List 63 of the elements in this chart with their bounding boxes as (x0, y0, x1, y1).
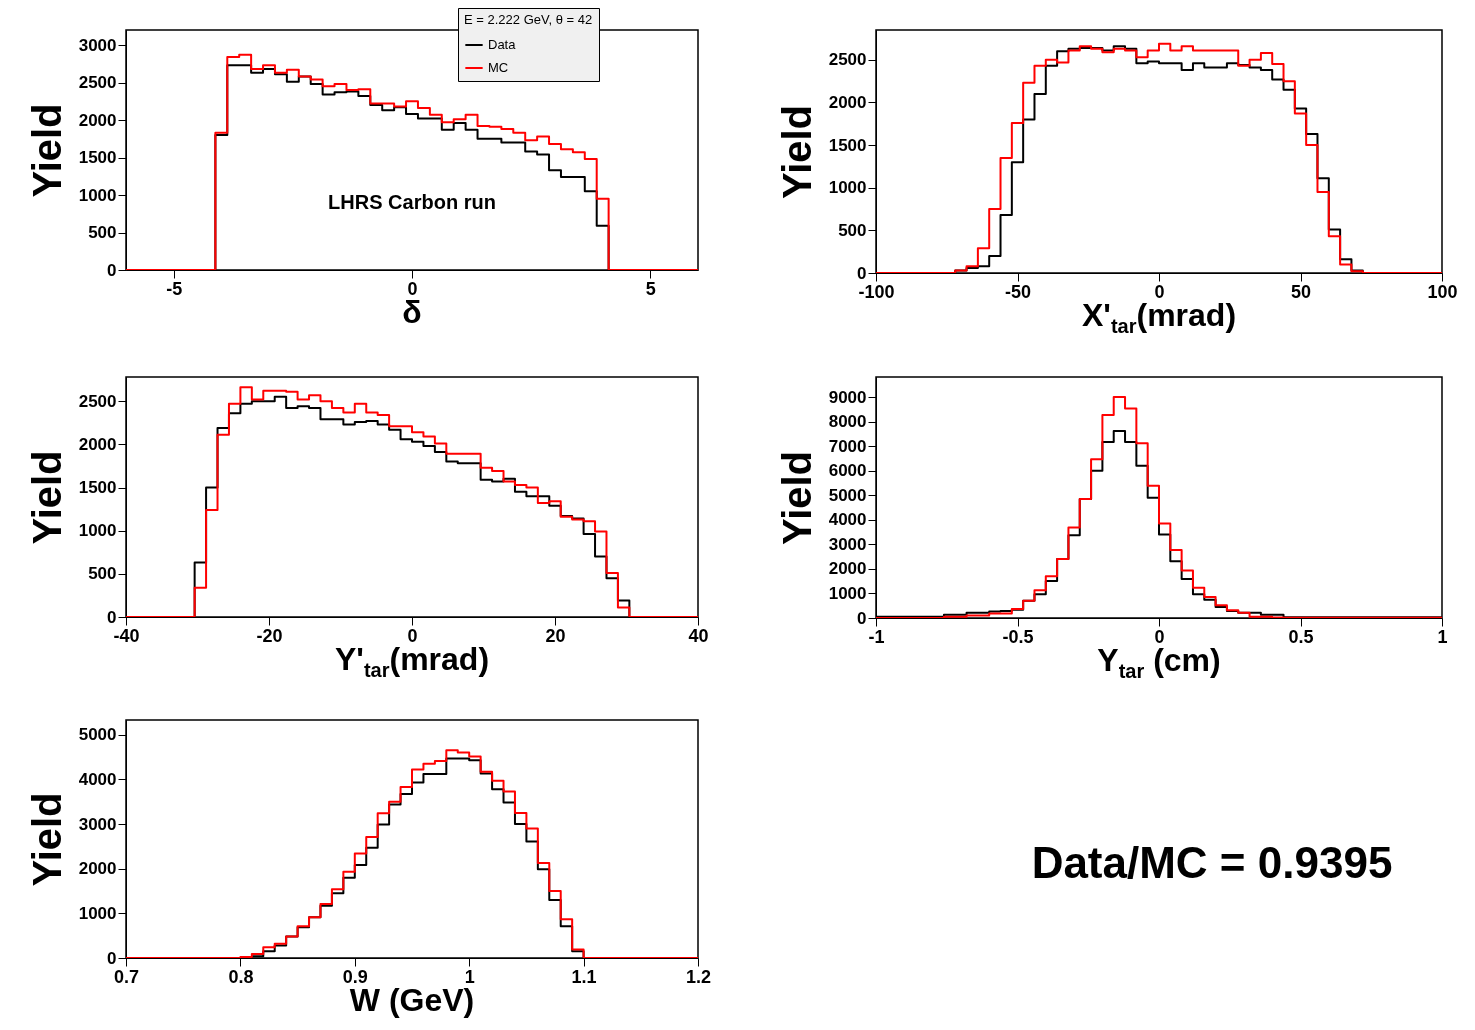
y-axis-title: Yield (24, 103, 69, 198)
y-tick-label: 5000 (78, 725, 117, 745)
y-tick-label: 2000 (78, 859, 117, 879)
x-tick-label: -100 (858, 281, 895, 302)
y-tick-label: 8000 (828, 412, 867, 432)
x-tick-label: 1.1 (571, 966, 597, 987)
y-tick-label: 1000 (78, 903, 117, 923)
y-tick-label: 1500 (828, 135, 867, 155)
y-tick-label: 4000 (828, 510, 867, 530)
annotation: LHRS Carbon run (328, 190, 496, 213)
x-tick-label: 0.8 (228, 966, 254, 987)
x-tick-label: -50 (1004, 281, 1032, 302)
legend-title: E = 2.222 GeV, θ = 42 (464, 12, 593, 27)
y-tick-label: 2500 (828, 50, 867, 70)
y-tick-label: 0 (857, 608, 867, 628)
x-tick-label: 50 (1290, 281, 1312, 302)
y-tick-label: 5000 (828, 485, 867, 505)
y-tick-label: 1000 (828, 583, 867, 603)
y-tick-label: 3000 (78, 814, 117, 834)
x-tick-label: 40 (688, 625, 709, 646)
y-tick-label: 500 (88, 223, 117, 242)
y-tick-label: 1000 (828, 178, 867, 198)
y-tick-label: 1500 (78, 478, 117, 497)
y-tick-label: 2000 (78, 434, 117, 454)
y-tick-label: 0 (107, 260, 117, 280)
legend-label: Data (488, 37, 517, 52)
y-tick-label: 500 (88, 564, 117, 584)
text: Data/MC = 0.9395 (1030, 838, 1394, 888)
y-tick-label: 0 (107, 948, 117, 968)
x-tick-label: 0.5 (1288, 626, 1314, 647)
x-tick-label: -40 (113, 625, 140, 646)
y-tick-label: 7000 (828, 436, 867, 456)
y-tick-label: 1000 (78, 185, 117, 205)
y-tick-label: 0 (857, 263, 867, 283)
y-axis-title: Yield (774, 450, 819, 546)
x-tick-label: -20 (256, 625, 283, 646)
y-tick-label: 0 (107, 607, 117, 627)
y-axis-title: Yield (774, 104, 819, 200)
y-axis-title: Yield (24, 792, 69, 887)
x-tick-label: -5 (166, 278, 183, 299)
y-tick-label: 3000 (828, 534, 867, 554)
y-tick-label: 3000 (78, 35, 117, 55)
x-tick-label: -0.5 (1002, 626, 1034, 647)
x-tick-label: 20 (545, 625, 566, 646)
y-tick-label: 2000 (828, 559, 867, 579)
y-tick-label: 1000 (78, 521, 117, 541)
y-tick-label: 2500 (78, 391, 117, 411)
y-tick-label: 1500 (78, 148, 117, 167)
y-tick-label: 6000 (828, 461, 867, 481)
legend-label: MC (488, 60, 509, 75)
y-tick-label: 500 (838, 220, 867, 240)
y-tick-label: 4000 (78, 769, 117, 789)
x-tick-label: 1.2 (685, 966, 712, 987)
x-tick-label: 1 (1437, 626, 1448, 647)
y-tick-label: 2000 (78, 110, 117, 130)
x-tick-label: -1 (868, 626, 885, 647)
x-tick-label: 5 (645, 278, 656, 299)
y-tick-label: 9000 (828, 387, 867, 407)
y-tick-label: 2000 (828, 92, 867, 112)
x-tick-label: 100 (1427, 281, 1458, 302)
x-tick-label: 0.7 (113, 966, 140, 987)
y-tick-label: 2500 (78, 73, 117, 92)
y-axis-title: Yield (24, 450, 69, 545)
